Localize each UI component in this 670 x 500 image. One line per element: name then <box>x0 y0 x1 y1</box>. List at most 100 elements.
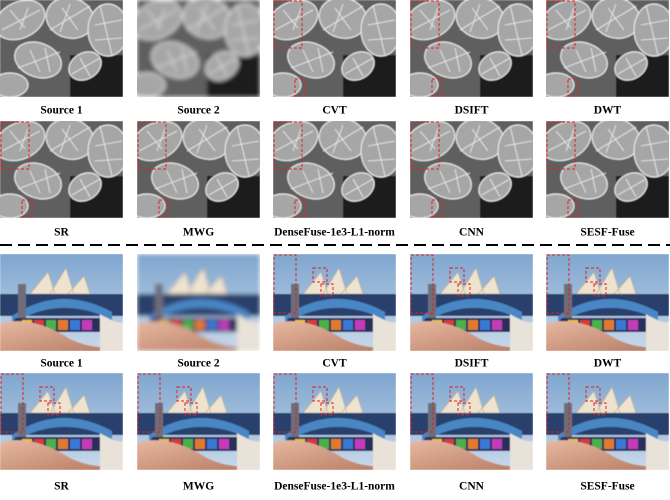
highlight-box <box>449 267 465 283</box>
highlight-box <box>273 373 297 433</box>
image-caption: SR <box>54 481 69 493</box>
image-tile <box>273 121 396 218</box>
highlight-box <box>585 267 601 283</box>
image <box>410 254 533 351</box>
highlight-box <box>567 78 579 97</box>
image-caption: SR <box>54 227 69 239</box>
image <box>546 0 669 97</box>
image-caption: DenseFuse-1e3-L1-norm <box>274 481 395 493</box>
image-tile <box>273 254 396 351</box>
image-caption: CVT <box>322 358 347 370</box>
image <box>137 121 260 218</box>
image <box>273 254 396 351</box>
image <box>137 373 260 470</box>
image-tile <box>273 0 396 97</box>
image-tile <box>0 121 123 218</box>
image-caption: DSIFT <box>455 358 489 370</box>
image-caption: CVT <box>322 105 347 117</box>
image-tile <box>137 373 260 470</box>
image-caption: MWG <box>183 481 214 493</box>
image <box>546 373 669 470</box>
image-tile <box>410 254 533 351</box>
highlight-box <box>320 402 334 416</box>
image-tile <box>410 0 533 97</box>
highlight-box <box>184 402 198 416</box>
highlight-box <box>0 121 30 170</box>
image-tile <box>410 373 533 470</box>
image-tile <box>546 254 669 351</box>
image <box>410 0 533 97</box>
highlight-box <box>137 121 167 170</box>
image-tile <box>0 0 123 97</box>
image-tile <box>546 373 669 470</box>
highlight-box <box>546 121 576 170</box>
image-caption: MWG <box>183 227 214 239</box>
image <box>0 373 123 470</box>
highlight-box <box>312 386 328 402</box>
image <box>546 254 669 351</box>
image-caption: Source 1 <box>40 105 83 117</box>
highlight-box <box>410 121 440 170</box>
image <box>410 373 533 470</box>
highlight-box <box>410 373 434 433</box>
highlight-box <box>273 0 303 49</box>
image-caption: DSIFT <box>455 105 489 117</box>
image <box>0 121 123 218</box>
image <box>546 121 669 218</box>
highlight-box <box>457 402 471 416</box>
image-caption: SESF-Fuse <box>580 481 634 493</box>
image <box>137 0 260 97</box>
highlight-box <box>410 0 440 49</box>
highlight-box <box>567 199 579 218</box>
highlight-box <box>410 254 434 314</box>
highlight-box <box>312 267 328 283</box>
highlight-box <box>0 373 24 433</box>
highlight-box <box>431 199 443 218</box>
image-tile <box>0 254 123 351</box>
image <box>0 0 123 97</box>
image-tile <box>0 373 123 470</box>
image-tile <box>546 0 669 97</box>
image-tile <box>410 121 533 218</box>
highlight-box <box>47 402 61 416</box>
image <box>137 254 260 351</box>
highlight-box <box>320 283 334 297</box>
image <box>410 121 533 218</box>
highlight-box <box>273 254 297 314</box>
image-caption: Source 2 <box>177 105 220 117</box>
image-caption: DenseFuse-1e3-L1-norm <box>274 227 395 239</box>
image-tile <box>137 0 260 97</box>
highlight-box <box>158 199 170 218</box>
highlight-box <box>546 0 576 49</box>
highlight-box <box>273 121 303 170</box>
image-caption: CNN <box>459 227 485 239</box>
highlight-box <box>449 386 465 402</box>
highlight-box <box>176 386 192 402</box>
highlight-box <box>294 199 306 218</box>
highlight-box <box>593 283 607 297</box>
image-tile <box>137 254 260 351</box>
image-caption: Source 1 <box>40 358 83 370</box>
highlight-box <box>457 283 471 297</box>
image-tile <box>137 121 260 218</box>
highlight-box <box>546 254 570 314</box>
image <box>273 121 396 218</box>
image <box>273 373 396 470</box>
image <box>273 0 396 97</box>
highlight-box <box>39 386 55 402</box>
highlight-box <box>585 386 601 402</box>
highlight-box <box>546 373 570 433</box>
image-caption: DWT <box>594 358 622 370</box>
image-caption: SESF-Fuse <box>580 227 634 239</box>
image-tile <box>273 373 396 470</box>
image-caption: Source 2 <box>177 358 220 370</box>
highlight-box <box>593 402 607 416</box>
highlight-box <box>21 199 33 218</box>
image-caption: DWT <box>594 105 622 117</box>
image-caption: CNN <box>459 481 485 493</box>
highlight-box <box>294 78 306 97</box>
highlight-box <box>137 373 161 433</box>
highlight-box <box>431 78 443 97</box>
image <box>0 254 123 351</box>
